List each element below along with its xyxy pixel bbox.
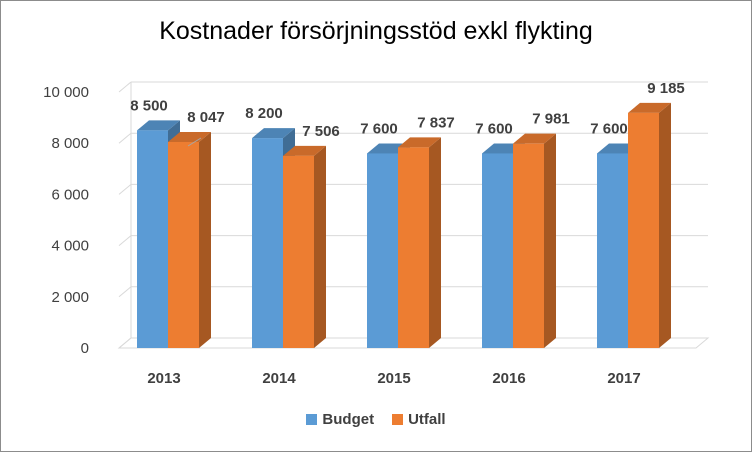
y-tick-label: 8 000 (51, 135, 89, 152)
legend-label-utfall: Utfall (408, 411, 446, 428)
x-tick-label: 2013 (147, 370, 180, 387)
data-label: 7 506 (302, 123, 340, 140)
legend-swatch-budget (306, 414, 318, 425)
x-tick-label: 2014 (262, 370, 296, 387)
bar-top (628, 102, 671, 113)
bar (398, 147, 429, 348)
data-label: 8 047 (187, 109, 225, 126)
x-tick-label: 2016 (492, 370, 525, 387)
bar-side (314, 145, 326, 348)
bar-top (252, 128, 295, 139)
bar (168, 141, 199, 348)
side-wall-gridline (118, 132, 132, 144)
bar (597, 153, 628, 348)
data-label: 7 600 (360, 120, 398, 137)
side-wall-gridline (118, 184, 132, 195)
label-leader-line (187, 137, 202, 147)
bar-top (513, 133, 556, 144)
side-wall-gridline (118, 286, 132, 298)
side-wall-gridline (118, 81, 132, 93)
y-tick-label: 2 000 (51, 289, 89, 306)
x-tick-label: 2017 (607, 370, 640, 387)
chart-legend: Budget Utfall (1, 411, 751, 428)
y-tick-label: 4 000 (51, 238, 89, 255)
chart-title: Kostnader försörjningsstöd exkl flykting (159, 17, 593, 45)
bar (252, 138, 283, 348)
data-label: 7 837 (417, 114, 455, 131)
bar (137, 130, 168, 348)
bar-side (659, 102, 671, 348)
data-label: 7 600 (475, 120, 513, 137)
bar (628, 112, 659, 348)
bar-top (168, 131, 211, 142)
bar (283, 155, 314, 348)
data-label: 8 200 (245, 105, 283, 122)
bar-top (137, 120, 180, 131)
bar (513, 143, 544, 348)
data-label: 9 185 (647, 80, 685, 97)
legend-item-budget: Budget (306, 411, 374, 428)
bar-top (283, 145, 326, 156)
data-label: 7 600 (590, 120, 628, 137)
y-tick-label: 10 000 (43, 84, 89, 101)
bar (367, 153, 398, 348)
bar-top (398, 137, 441, 148)
bar-side (429, 137, 441, 348)
y-tick-label: 6 000 (51, 186, 89, 203)
bar-side (544, 133, 556, 348)
data-label: 8 500 (130, 97, 168, 114)
side-wall-gridline (118, 235, 132, 246)
bar-side (199, 131, 211, 348)
x-tick-label: 2015 (377, 370, 410, 387)
y-tick-label: 0 (81, 340, 89, 357)
legend-label-budget: Budget (322, 411, 375, 428)
data-label: 7 981 (532, 111, 570, 128)
legend-item-utfall: Utfall (392, 411, 446, 428)
bar (482, 153, 513, 348)
legend-swatch-utfall (392, 414, 404, 425)
